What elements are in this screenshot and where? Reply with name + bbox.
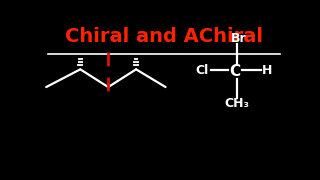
Text: Br: Br — [231, 32, 246, 45]
Text: Chiral and AChiral: Chiral and AChiral — [65, 28, 263, 46]
Text: CH₃: CH₃ — [224, 97, 249, 110]
Text: H: H — [262, 64, 272, 77]
Text: Cl: Cl — [195, 64, 209, 77]
Text: C: C — [230, 64, 241, 79]
